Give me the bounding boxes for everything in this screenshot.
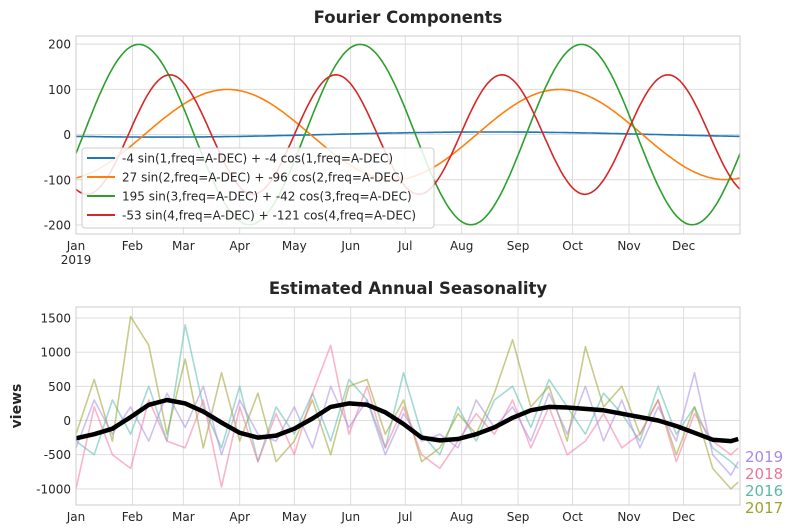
- top-x-tick-label: Aug: [450, 239, 473, 253]
- top-x-tick-label: Apr: [229, 239, 250, 253]
- top-plot-frame: [75, 35, 741, 235]
- top-x-tick-label: Jan: [66, 239, 86, 253]
- bottom-x-tick-label: Jan: [66, 510, 86, 524]
- top-x-tick-label: Sep: [507, 239, 530, 253]
- bottom-x-tick-label: Feb: [122, 510, 143, 524]
- legend-box: [81, 147, 435, 229]
- bottom-y-tick-label: -500: [44, 448, 71, 462]
- bottom-x-tick-label: May: [282, 510, 307, 524]
- bottom-y-tick-label: 1000: [40, 346, 71, 360]
- bottom-y-axis-label: views: [9, 384, 25, 429]
- bottom-x-tick-label: Sep: [507, 510, 530, 524]
- year-label-2016: 2016: [745, 482, 783, 500]
- bottom-x-tick-label: Apr: [229, 510, 250, 524]
- top-y-tick-label: 100: [48, 83, 71, 97]
- bottom-x-tick-label: Jun: [340, 510, 360, 524]
- seasonality-line: [76, 397, 739, 444]
- fourier-component-line-3: [76, 43, 740, 226]
- top-x-tick-label: Feb: [122, 239, 143, 253]
- top-x-tick-label: Jul: [397, 239, 412, 253]
- year-label-2018: 2018: [745, 465, 783, 483]
- bottom-y-tick-label: 1500: [40, 311, 71, 325]
- legend-entry: 27 sin(2,freq=A-DEC) + -96 cos(2,freq=A-…: [122, 171, 404, 185]
- bottom-plot-area: [76, 307, 740, 505]
- bottom-x-tick-label: Mar: [172, 510, 195, 524]
- bottom-chart-title: Estimated Annual Seasonality: [269, 279, 548, 298]
- top-x-tick-label: May: [282, 239, 307, 253]
- fourier-component-line-1: [76, 131, 740, 138]
- year-label-2017: 2017: [745, 499, 783, 517]
- top-x-tick-label: Mar: [172, 239, 195, 253]
- top-y-tick-label: 200: [48, 38, 71, 52]
- bottom-x-tick-label: Aug: [450, 510, 473, 524]
- top-y-tick-label: 0: [63, 128, 71, 142]
- legend-entry: 195 sin(3,freq=A-DEC) + -42 cos(3,freq=A…: [122, 190, 412, 204]
- bottom-y-tick-label: 0: [63, 414, 71, 428]
- bottom-x-tick-label: Oct: [562, 510, 583, 524]
- top-y-tick-label: -200: [44, 218, 71, 232]
- bottom-x-tick-label: Jul: [397, 510, 412, 524]
- legend-entry: -4 sin(1,freq=A-DEC) + -4 cos(1,freq=A-D…: [122, 152, 393, 166]
- top-y-tick-label: -100: [44, 173, 71, 187]
- top-legend: -4 sin(1,freq=A-DEC) + -4 cos(1,freq=A-D…: [81, 147, 435, 229]
- legend-entry: -53 sin(4,freq=A-DEC) + -121 cos(4,freq=…: [122, 209, 416, 223]
- bottom-plot-frame: [75, 306, 741, 506]
- top-x-tick-label: Dec: [672, 239, 695, 253]
- top-x-tick-label: Nov: [617, 239, 640, 253]
- bottom-y-tick-label: -1000: [36, 482, 71, 496]
- year-line-2019: [76, 371, 739, 476]
- top-x-year-label: 2019: [61, 253, 92, 267]
- top-chart-title: Fourier Components: [314, 8, 503, 27]
- year-label-2019: 2019: [745, 448, 783, 466]
- bottom-x-tick-label: Dec: [672, 510, 695, 524]
- bottom-x-tick-label: Nov: [617, 510, 640, 524]
- bottom-y-tick-label: 500: [48, 380, 71, 394]
- top-x-tick-label: Oct: [562, 239, 583, 253]
- top-x-tick-label: Jun: [340, 239, 360, 253]
